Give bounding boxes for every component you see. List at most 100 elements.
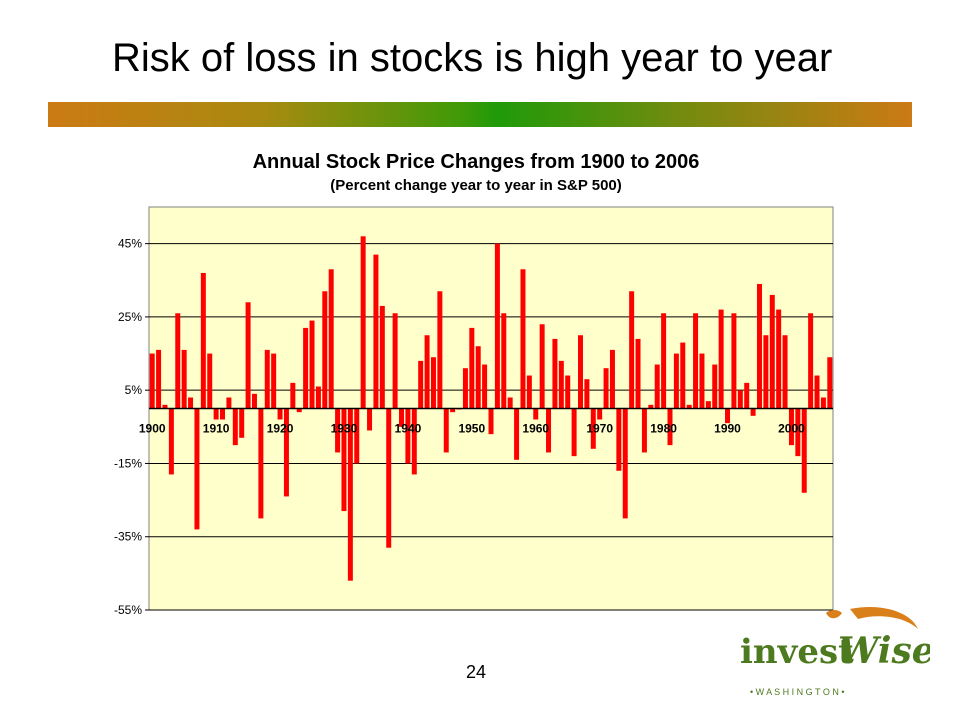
bar-1955	[501, 313, 507, 409]
bar-1975	[629, 291, 635, 409]
decade-label-1980: 1980	[650, 422, 677, 436]
chart-subtitle: (Percent change year to year in S&P 500)	[330, 177, 622, 194]
decade-label-1930: 1930	[331, 422, 358, 436]
bar-1964	[558, 360, 564, 409]
bar-1906	[188, 397, 194, 409]
bar-1947	[450, 408, 456, 413]
bar-1982	[673, 353, 679, 409]
bar-1956	[507, 397, 513, 409]
bar-1960	[533, 408, 539, 420]
bar-1918	[264, 349, 270, 409]
logo-swoosh-icon	[826, 607, 918, 629]
bars	[149, 236, 833, 581]
page-number: 24	[466, 662, 487, 682]
bar-1919	[271, 353, 277, 409]
bar-1917	[258, 408, 264, 519]
bar-1900	[149, 353, 155, 409]
decade-label-1970: 1970	[586, 422, 613, 436]
bar-1913	[232, 408, 238, 446]
bar-1965	[565, 375, 571, 409]
bar-1908	[200, 272, 206, 409]
bar-1920	[277, 408, 283, 420]
slide-title: Risk of loss in stocks is high year to y…	[112, 36, 833, 80]
decade-label-1910: 1910	[203, 422, 230, 436]
bar-1912	[226, 397, 232, 409]
bar-1978	[648, 404, 654, 409]
bar-1951	[475, 346, 481, 409]
y-tick-label: 5%	[125, 383, 143, 397]
logo-tagline: • W A S H I N G T O N •	[750, 687, 845, 697]
bar-1996	[763, 335, 769, 409]
decade-label-1920: 1920	[267, 422, 294, 436]
bar-1903	[168, 408, 174, 475]
bar-1924	[303, 327, 309, 409]
bar-1929	[335, 408, 341, 453]
bar-1928	[328, 269, 334, 409]
bar-1932	[354, 408, 360, 464]
bar-1936	[379, 305, 385, 409]
bar-1984	[686, 404, 692, 409]
bar-1910	[213, 408, 219, 420]
bar-1993	[744, 382, 750, 409]
bar-1999	[782, 335, 788, 409]
investwise-logo: invest Wise • W A S H I N G T O N •	[740, 607, 930, 697]
bar-1925	[309, 320, 315, 409]
bar-1980	[661, 313, 667, 409]
bar-1959	[526, 375, 532, 409]
bar-1950	[469, 327, 475, 409]
bar-1902	[162, 404, 168, 409]
chart-title: Annual Stock Price Changes from 1900 to …	[253, 151, 700, 173]
bar-1942	[418, 360, 424, 409]
bar-2002	[801, 408, 807, 493]
decade-label-2000: 2000	[778, 422, 805, 436]
bar-1990	[725, 408, 731, 424]
bar-2006	[827, 357, 833, 409]
decade-label-1940: 1940	[395, 422, 422, 436]
bar-1961	[539, 324, 545, 409]
bar-2001	[795, 408, 801, 457]
bar-1986	[699, 353, 705, 409]
bar-1962	[546, 408, 552, 453]
bar-1943	[424, 335, 430, 409]
bar-1944	[430, 357, 436, 409]
bar-1926	[315, 386, 321, 409]
bar-1938	[392, 313, 398, 409]
decade-label-1950: 1950	[458, 422, 485, 436]
bar-2003	[808, 313, 814, 409]
logo-wordmark-invest: invest	[740, 632, 854, 672]
bar-1974	[622, 408, 628, 519]
bar-1997	[769, 294, 775, 409]
bar-1992	[737, 390, 743, 409]
y-tick-label: -15%	[114, 456, 142, 470]
bar-1946	[443, 408, 449, 453]
decade-labels: 1900 1910 1920 1930 1940 1950 1960 1970 1980 1990…	[139, 422, 805, 436]
bar-1966	[571, 408, 577, 457]
bar-1939	[399, 408, 404, 427]
bar-1911	[220, 408, 226, 420]
bar-1949	[462, 368, 468, 409]
bar-1970	[597, 408, 603, 420]
y-tick-label: -35%	[114, 530, 142, 544]
bar-1969	[590, 408, 596, 449]
bar-1922	[290, 382, 296, 409]
bar-1909	[207, 353, 213, 409]
bar-1957	[514, 408, 520, 460]
bar-1914	[239, 408, 245, 438]
bar-1905	[181, 349, 187, 409]
bar-1933	[360, 236, 366, 409]
decade-label-1900: 1900	[139, 422, 166, 436]
bar-1923	[296, 408, 302, 413]
bar-1921	[283, 408, 289, 497]
bar-1994	[750, 408, 756, 416]
title-accent-bar	[48, 102, 912, 127]
bar-1907	[194, 408, 200, 530]
y-tick-label: 45%	[118, 237, 142, 251]
bar-1987	[705, 401, 711, 409]
bar-1979	[654, 364, 660, 409]
bar-2004	[814, 375, 820, 409]
bar-1958	[520, 269, 526, 409]
bar-1931	[347, 408, 353, 581]
bar-1954	[494, 243, 500, 409]
decade-label-1960: 1960	[522, 422, 549, 436]
